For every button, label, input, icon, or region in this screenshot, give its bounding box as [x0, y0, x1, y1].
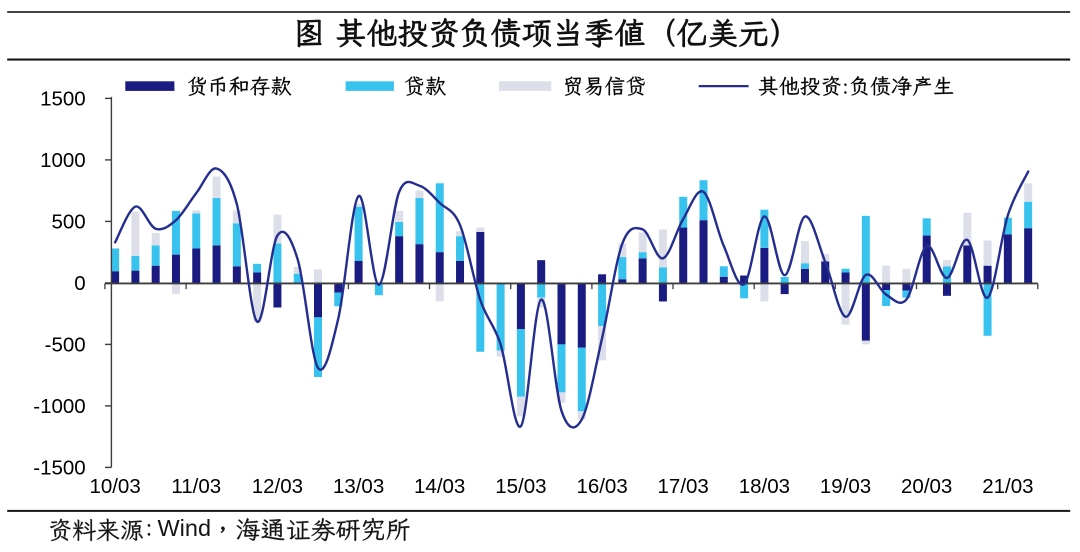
svg-text:11/03: 11/03	[171, 475, 221, 498]
svg-text:16/03: 16/03	[576, 475, 627, 498]
svg-text:18/03: 18/03	[739, 475, 790, 498]
svg-text:19/03: 19/03	[820, 475, 871, 498]
svg-text:15/03: 15/03	[495, 475, 546, 498]
svg-text:14/03: 14/03	[414, 475, 465, 498]
svg-text:21/03: 21/03	[982, 475, 1033, 498]
svg-text:-500: -500	[45, 333, 86, 356]
svg-text:1000: 1000	[40, 149, 86, 172]
svg-text:12/03: 12/03	[252, 475, 303, 498]
svg-text:-1000: -1000	[33, 395, 85, 418]
svg-text:20/03: 20/03	[901, 475, 952, 498]
svg-text:0: 0	[74, 272, 85, 295]
svg-text:Wind: Wind	[158, 515, 212, 541]
svg-text:10/03: 10/03	[89, 475, 140, 498]
svg-text:17/03: 17/03	[658, 475, 709, 498]
svg-text:13/03: 13/03	[333, 475, 384, 498]
svg-text:500: 500	[51, 210, 85, 233]
svg-text:1500: 1500	[40, 87, 86, 110]
svg-text:-1500: -1500	[33, 456, 85, 479]
